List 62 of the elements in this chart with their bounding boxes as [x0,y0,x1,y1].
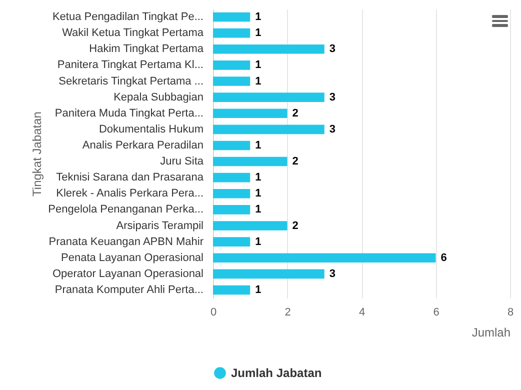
y-tick-label: Analis Perkara Peradilan [82,139,204,152]
data-label: 2 [292,107,298,120]
y-tick-label: Sekretaris Tingkat Pertama ... [58,75,204,88]
data-label: 3 [329,268,336,280]
bar [213,253,436,263]
bar [213,172,250,182]
y-tick-label: Dokumentalis Hukum [98,123,204,136]
y-tick-label: Teknisi Sarana dan Prasarana [56,172,204,184]
bar [213,188,250,198]
x-tick-label: 0 [210,306,217,318]
data-label: 1 [255,27,262,40]
bar [213,285,250,295]
bar [213,205,250,214]
bar [213,140,250,150]
data-label: 1 [255,204,262,216]
bar [213,237,250,246]
bar [213,12,250,22]
y-tick-label: Pengelola Penanganan Perka... [48,204,204,216]
y-tick-label: Klerek - Analis Perkara Pera... [56,188,204,200]
data-label: 1 [255,11,262,24]
y-tick-label: Wakil Ketua Tingkat Pertama [62,27,204,40]
y-tick-label: Pranata Keuangan APBN Mahir [48,236,204,248]
x-tick-label: 6 [433,306,440,318]
bar [213,108,288,118]
data-label: 2 [292,156,298,168]
bar [213,92,324,102]
bar [213,76,250,86]
x-tick-label: 2 [284,306,291,318]
data-label: 2 [292,220,298,232]
data-label: 6 [440,252,447,264]
x-tick-label: 8 [507,306,514,318]
y-tick-label: Ketua Pengadilan Tingkat Pe... [52,11,204,24]
x-axis-title: Jumlah [472,326,510,340]
y-tick-label: Pranata Komputer Ahli Perta... [54,284,204,296]
data-label: 1 [255,172,262,184]
bar [213,269,324,279]
data-label: 1 [255,188,262,200]
y-tick-label: Hakim Tingkat Pertama [89,43,204,56]
legend-label: Jumlah Jabatan [231,366,322,380]
y-tick-label: Operator Layanan Operasional [52,268,204,280]
bar [213,156,288,166]
bar [213,28,250,38]
bar [213,221,288,230]
bar [213,44,324,54]
y-tick-label: Kepala Subbagian [114,91,204,104]
y-tick-label: Arsiparis Terampil [116,220,204,232]
data-label: 1 [255,75,262,88]
y-tick-label: Panitera Muda Tingkat Perta... [54,107,204,120]
y-tick-label: Juru Sita [160,156,204,168]
data-label: 1 [255,139,262,152]
data-label: 3 [329,91,336,104]
y-tick-label: Penata Layanan Operasional [61,252,204,264]
data-label: 1 [255,236,262,248]
bar [213,60,250,70]
data-label: 3 [329,123,336,136]
y-axis-title: Tingkat Jabatan [30,112,44,196]
y-tick-label: Panitera Tingkat Pertama Kl... [57,59,204,72]
data-label: 1 [255,284,262,296]
data-label: 3 [329,43,336,56]
data-label: 1 [255,59,262,72]
x-tick-label: 4 [358,306,366,318]
bar [213,124,324,134]
